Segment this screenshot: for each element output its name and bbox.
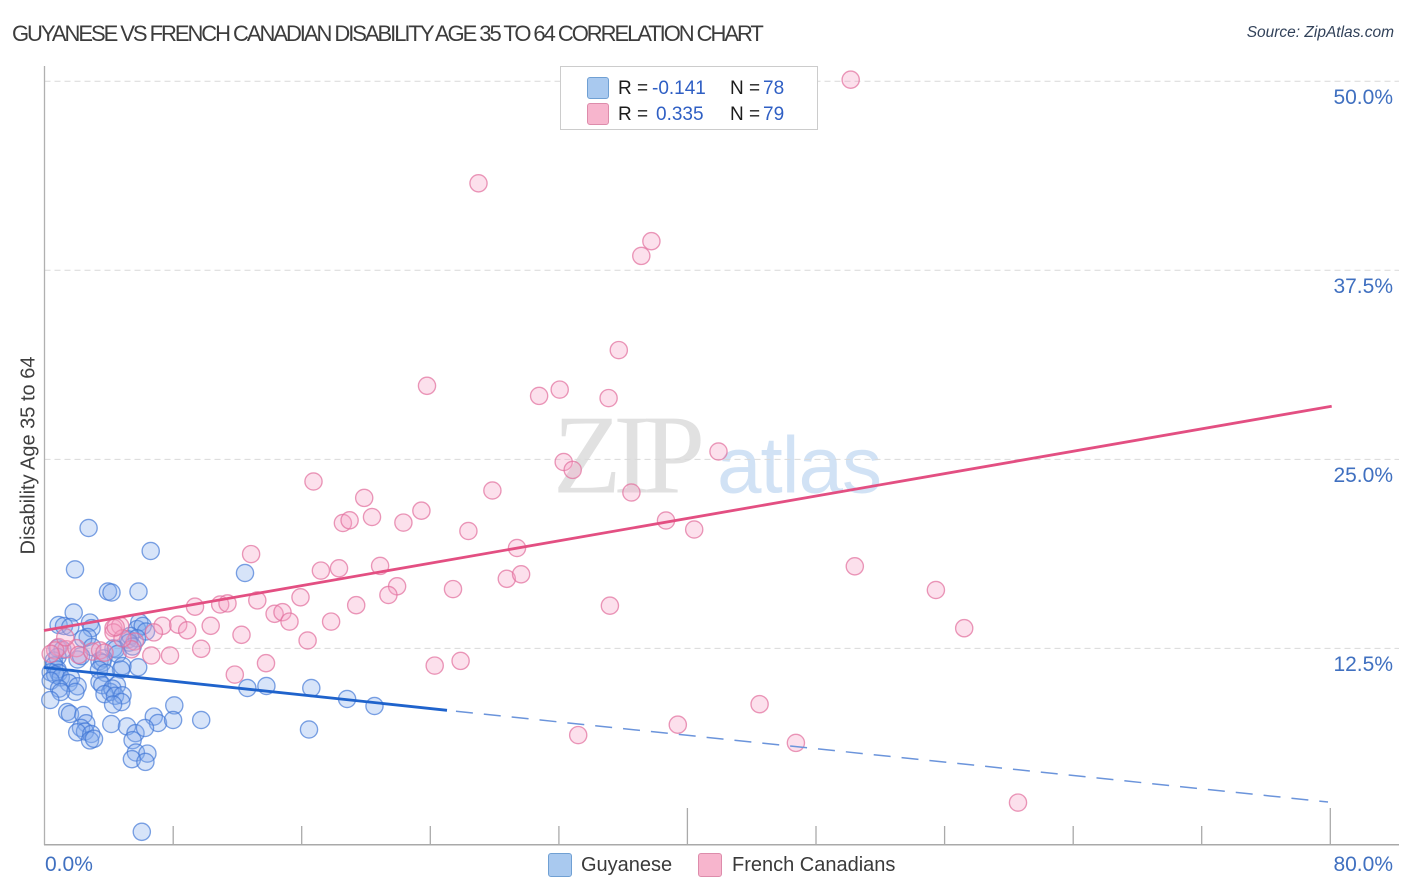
- svg-text:ZIP: ZIP: [553, 394, 701, 518]
- svg-text:atlas: atlas: [717, 421, 881, 510]
